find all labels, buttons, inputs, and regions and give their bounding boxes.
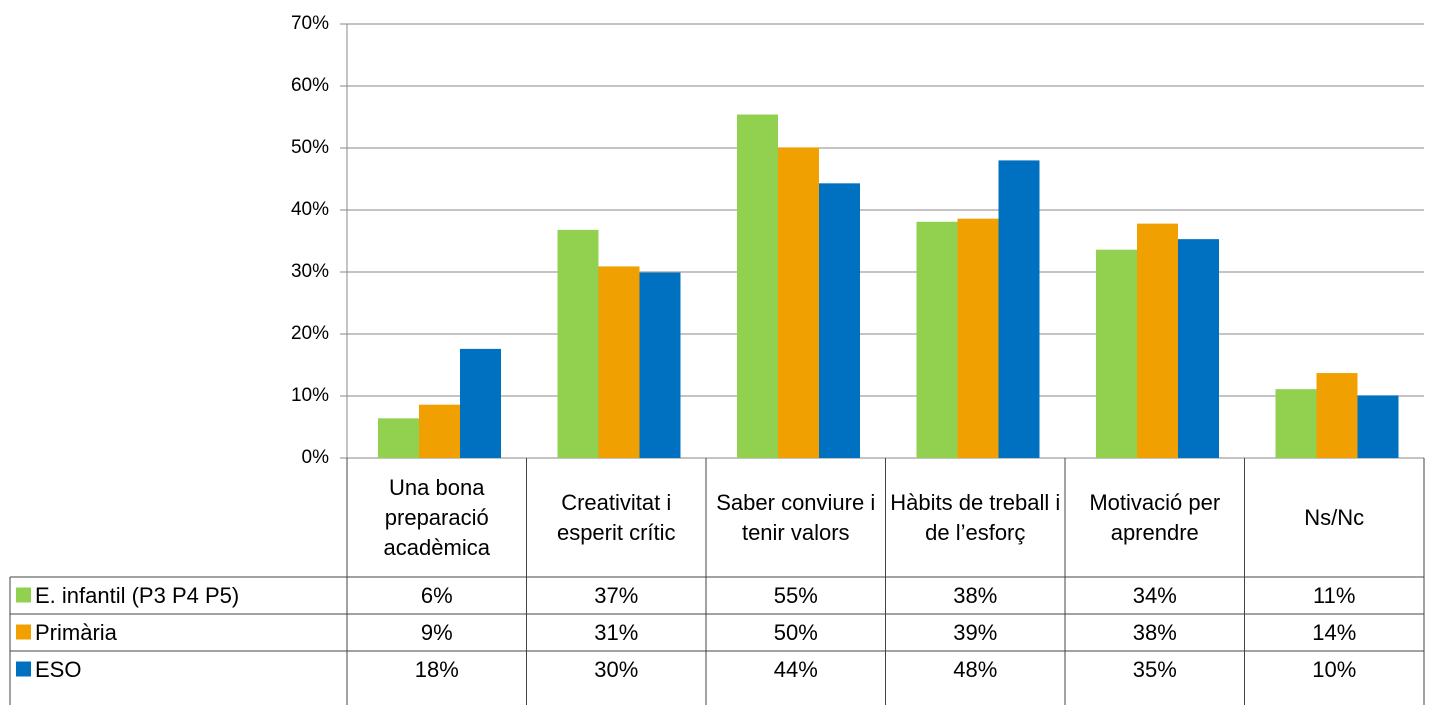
legend-swatch [16,661,31,677]
bar [557,229,599,458]
bar [1316,373,1358,458]
legend-label: Primària [35,619,117,645]
bar [916,221,958,458]
value-label: 14% [1312,619,1357,645]
value-label: 34% [1132,582,1177,608]
bar [1096,249,1137,458]
value-label: 6% [420,582,453,608]
value-label: 48% [953,656,998,682]
bar [460,348,501,458]
y-tick-label: 20% [291,323,329,344]
bar [1357,395,1399,458]
value-label: 50% [773,619,818,645]
category-label: Una bona preparació acadèmica [383,474,490,560]
bar [737,114,778,459]
value-label: 35% [1132,656,1177,682]
y-tick-label: 30% [291,261,329,282]
bar [819,183,860,458]
value-label: 30% [594,656,639,682]
category-label: Creativitat i esperit crític [556,489,676,545]
value-label: 18% [414,656,459,682]
bar [1178,239,1219,458]
value-label: 31% [594,619,639,645]
bar [1275,389,1317,458]
category-label: Motivació per aprendre [1089,489,1221,545]
value-label: 11% [1313,582,1356,608]
value-label: 9% [420,619,453,645]
y-tick-label: 60% [291,75,329,96]
value-label: 39% [953,619,998,645]
legend-label: ESO [35,656,82,682]
category-label: Ns/Nc [1304,504,1365,530]
bar [639,272,681,458]
bar [419,404,460,458]
y-tick-label: 10% [291,385,329,406]
legend-label: E. infantil (P3 P4 P5) [35,582,240,608]
legend-swatch [16,624,31,640]
bar [378,418,419,458]
bar [598,266,640,458]
category-label: Hàbits de treball i de l’esforç [890,489,1061,545]
value-label: 44% [773,656,818,682]
legend-swatch [16,587,31,603]
y-tick-label: 70% [291,13,329,34]
category-label: Saber conviure i tenir valors [716,489,876,545]
y-tick-label: 50% [291,137,329,158]
value-label: 38% [1132,619,1177,645]
value-label: 37% [594,582,639,608]
bar [998,160,1040,458]
value-label: 10% [1312,656,1357,682]
bar [1137,223,1178,458]
bar [778,147,819,458]
y-tick-label: 40% [291,199,329,220]
value-label: 55% [773,582,818,608]
y-tick-label: 0% [302,447,330,468]
bar [957,218,999,458]
value-label: 38% [953,582,998,608]
